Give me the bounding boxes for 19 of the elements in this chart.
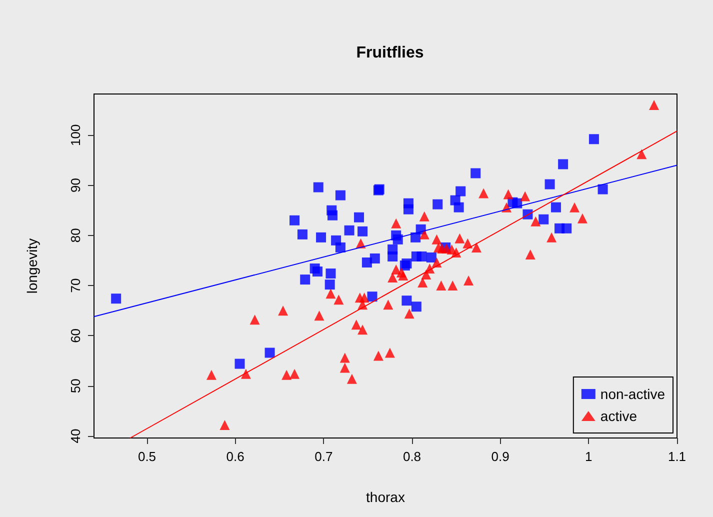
y-tick-label: 40 xyxy=(68,428,83,444)
x-tick-label: 0.5 xyxy=(138,449,156,464)
chart-title: Fruitflies xyxy=(356,44,424,62)
legend-label: non-active xyxy=(600,386,666,402)
x-tick-label: 0.8 xyxy=(402,449,422,464)
y-tick-label: 90 xyxy=(68,178,83,192)
legend-label: active xyxy=(600,408,638,424)
y-axis-title: longevity xyxy=(24,238,40,294)
y-tick-label: 100 xyxy=(68,124,83,146)
x-tick-label: 0.7 xyxy=(314,449,333,464)
x-tick-label: 0.6 xyxy=(226,449,244,464)
x-tick-label: 1 xyxy=(585,449,592,464)
y-tick-label: 60 xyxy=(68,328,83,343)
y-tick-label: 70 xyxy=(68,278,83,293)
x-tick-label: 1.1 xyxy=(668,449,686,464)
y-tick-label: 80 xyxy=(68,228,83,243)
x-tick-label: 0.9 xyxy=(491,449,510,464)
y-tick-label: 50 xyxy=(68,378,83,394)
x-axis-title: thorax xyxy=(366,489,405,505)
